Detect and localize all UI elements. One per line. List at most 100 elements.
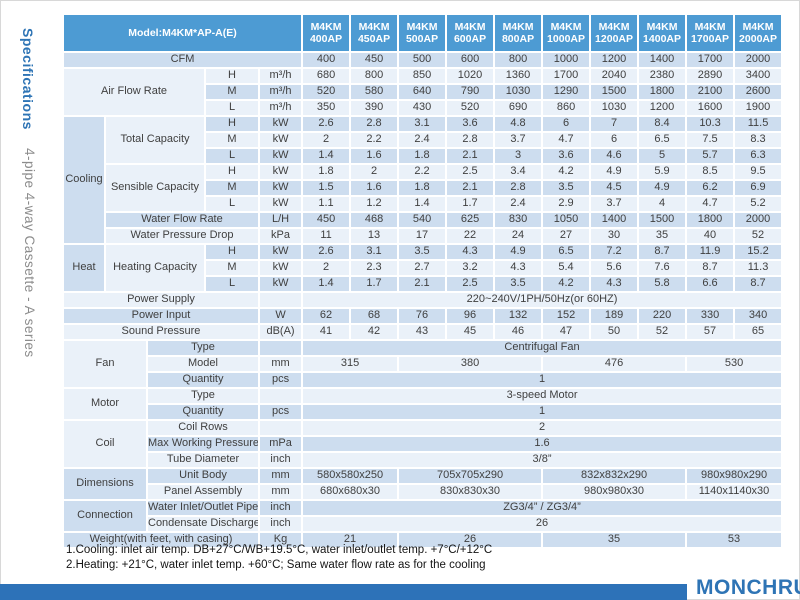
row-label: CFM xyxy=(61,51,304,69)
value-cell: 3.5 xyxy=(493,275,544,293)
value-cell: 450 xyxy=(301,211,352,229)
value-cell: 1700 xyxy=(541,67,592,85)
value-cell: 26 xyxy=(301,515,784,533)
table-row: L kW 1.4 1.7 2.1 2.5 3.5 4.2 4.3 5.8 6.6… xyxy=(63,275,784,293)
value-cell: 3.7 xyxy=(493,131,544,149)
value-cell: 1140x1140x30 xyxy=(685,483,784,501)
value-cell: 5.2 xyxy=(733,195,784,213)
value-cell: 22 xyxy=(445,227,496,245)
unit-cell: kW xyxy=(257,195,304,213)
level-label: H xyxy=(204,243,260,261)
unit-cell: L/H xyxy=(257,211,304,229)
value-cell: 350 xyxy=(301,99,352,117)
value-cell: 1 xyxy=(301,403,784,421)
row-label: Weight(with feet, with casing) xyxy=(62,531,260,549)
table-row: L m³/h 350 390 430 520 690 860 1030 1200… xyxy=(63,99,784,117)
unit-cell: kW xyxy=(257,115,304,133)
value-cell: 8.4 xyxy=(637,115,688,133)
group-label: Cooling xyxy=(62,115,106,245)
unit-cell: pcs xyxy=(257,403,304,421)
value-cell: 13 xyxy=(349,227,400,245)
level-label: M xyxy=(204,259,260,277)
table-row: Max Working Pressure mPa 1.6 xyxy=(63,435,784,453)
value-cell: 4.2 xyxy=(541,275,592,293)
row-label: Total Capacity xyxy=(104,115,206,165)
value-cell: 11 xyxy=(301,227,352,245)
value-cell: 640 xyxy=(397,83,448,101)
value-cell: 1.6 xyxy=(349,147,400,165)
row-label: Condensate Discharge xyxy=(146,515,260,533)
value-cell: 2000 xyxy=(733,51,784,69)
size-label: 800AP xyxy=(501,33,535,45)
value-cell: 1.5 xyxy=(301,179,352,197)
table-row: Sound Pressure dB(A) 41 42 43 45 46 47 5… xyxy=(62,323,784,341)
value-cell: 2.8 xyxy=(493,179,544,197)
value-cell: 680x680x30 xyxy=(301,483,400,501)
value-cell: 4.2 xyxy=(541,163,592,181)
size-label: 1000AP xyxy=(547,33,585,45)
column-header-cell: M4KM 800AP xyxy=(493,13,544,53)
value-cell: 800 xyxy=(493,51,544,69)
value-cell: 220 xyxy=(637,307,688,325)
value-cell: 3/8” xyxy=(301,451,784,469)
value-cell: 40 xyxy=(685,227,736,245)
table-header-row: Model:M4KM*AP-A(E) M4KM 400AP M4KM 450AP M… xyxy=(61,13,784,53)
table-row: CFM 400 450 500 600 800 1000 1200 1400 1… xyxy=(61,51,784,69)
value-cell: 68 xyxy=(349,307,400,325)
value-cell: 2 xyxy=(349,163,400,181)
unit-cell: kW xyxy=(257,131,304,149)
unit-cell: mm xyxy=(257,483,304,501)
brand-label: M4KM xyxy=(454,21,486,33)
table-row: Connection Water Inlet/Outlet Pipe inch … xyxy=(62,499,784,533)
value-cell: 6.5 xyxy=(541,243,592,261)
value-cell: 11.9 xyxy=(685,243,736,261)
brand-label: M4KM xyxy=(502,21,534,33)
column-header-cell: M4KM 1000AP xyxy=(541,13,592,53)
row-label: Type xyxy=(146,387,260,405)
value-cell: 530 xyxy=(685,355,784,373)
unit-cell: inch xyxy=(257,451,304,469)
unit-cell: m³/h xyxy=(257,83,304,101)
group-label: Connection xyxy=(62,499,148,533)
table-row: Coil Coil Rows 2 xyxy=(62,419,784,469)
value-cell: 540 xyxy=(397,211,448,229)
value-cell: 152 xyxy=(541,307,592,325)
value-cell: 26 xyxy=(397,531,544,549)
value-cell: 96 xyxy=(445,307,496,325)
value-cell: 6.3 xyxy=(733,147,784,165)
value-cell: 790 xyxy=(445,83,496,101)
value-cell: 1800 xyxy=(685,211,736,229)
size-label: 450AP xyxy=(357,33,391,45)
value-cell: 2.9 xyxy=(541,195,592,213)
row-label: Sensible Capacity xyxy=(104,163,206,213)
sidebar-subtitle: 4-pipe 4-way Cassette - A series xyxy=(22,148,37,358)
value-cell: 2 xyxy=(301,131,352,149)
value-cell: 1020 xyxy=(445,67,496,85)
value-cell: 2600 xyxy=(733,83,784,101)
value-cell: Centrifugal Fan xyxy=(301,339,784,357)
table-row: L kW 1.1 1.2 1.4 1.7 2.4 2.9 3.7 4 4.7 5… xyxy=(63,195,784,213)
value-cell: 2.8 xyxy=(445,131,496,149)
table-row: Water Flow Rate L/H 450 468 540 625 830 … xyxy=(63,211,784,229)
value-cell: 17 xyxy=(397,227,448,245)
value-cell: 5 xyxy=(637,147,688,165)
row-label: Max Working Pressure xyxy=(146,435,260,453)
value-cell: 2.2 xyxy=(349,131,400,149)
level-label: H xyxy=(204,163,260,181)
unit-cell: kPa xyxy=(257,227,304,245)
value-cell: 1030 xyxy=(493,83,544,101)
value-cell: 5.6 xyxy=(589,259,640,277)
value-cell: 57 xyxy=(685,323,736,341)
value-cell: 3.2 xyxy=(445,259,496,277)
value-cell: 2.7 xyxy=(397,259,448,277)
value-cell: ZG3/4” / ZG3/4” xyxy=(301,499,784,517)
value-cell: 500 xyxy=(397,51,448,69)
footnotes: 1.Cooling: inlet air temp. DB+27°C/WB+19… xyxy=(66,543,492,573)
group-label: Dimensions xyxy=(62,467,148,501)
unit-cell: dB(A) xyxy=(257,323,304,341)
value-cell: 690 xyxy=(493,99,544,117)
value-cell: 2000 xyxy=(733,211,784,229)
value-cell: 2380 xyxy=(637,67,688,85)
value-cell: 1800 xyxy=(637,83,688,101)
value-cell: 189 xyxy=(589,307,640,325)
